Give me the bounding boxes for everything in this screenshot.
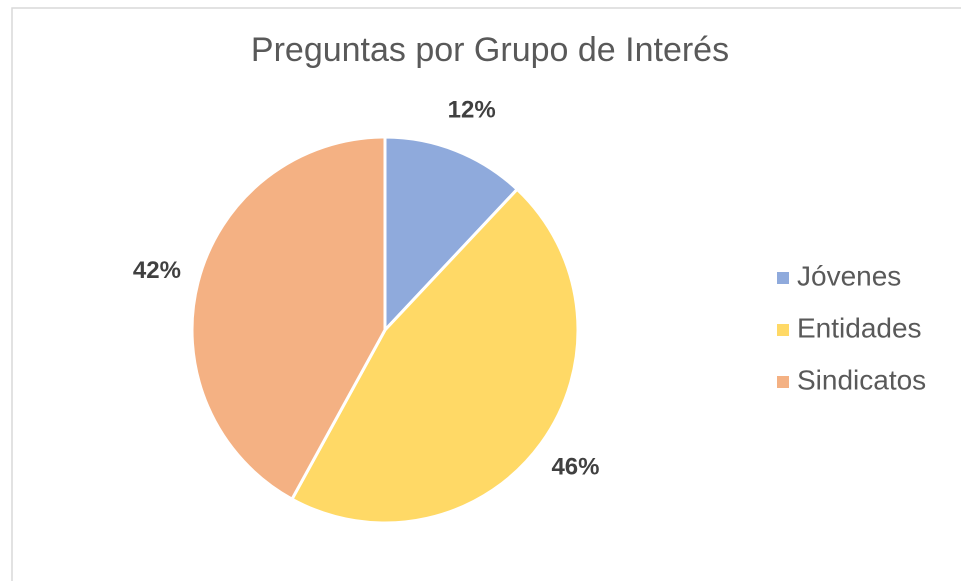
data-label: 46% xyxy=(551,454,599,481)
data-label: 42% xyxy=(133,257,181,284)
legend-label: Sindicatos xyxy=(797,364,926,395)
data-label: 12% xyxy=(448,96,496,123)
legend-marker xyxy=(777,376,789,388)
legend-marker xyxy=(777,324,789,336)
legend-marker xyxy=(777,272,789,284)
pie-slice xyxy=(190,135,387,502)
legend-label: Jóvenes xyxy=(797,260,901,291)
legend-label: Entidades xyxy=(797,312,922,343)
pie-slice xyxy=(383,135,520,334)
chart-title: Preguntas por Grupo de Interés xyxy=(251,31,729,69)
pie-slice xyxy=(289,187,580,525)
